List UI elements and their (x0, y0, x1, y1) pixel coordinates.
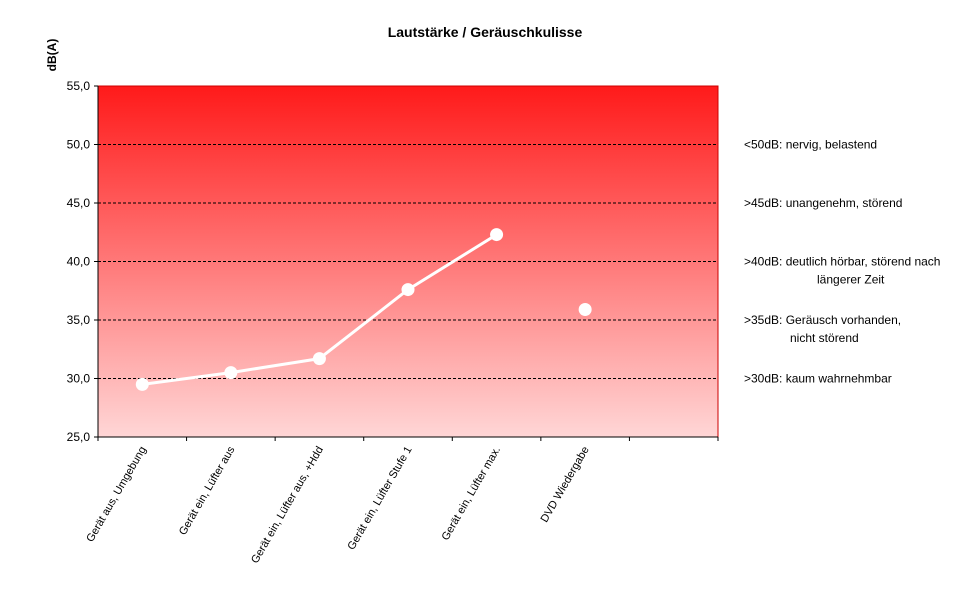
x-category-label: Gerät ein, Lüfter max. (440, 444, 504, 542)
y-tick-label: 40,0 (67, 255, 91, 269)
data-point (490, 228, 504, 242)
annotation-text: >45dB: unangenehm, störend (744, 196, 902, 210)
annotation-text: >40dB: deutlich hörbar, störend nach (744, 255, 940, 269)
annotation-text: nicht störend (790, 331, 859, 345)
x-category-label: Gerät ein, Lüfter aus, +Hdd (249, 445, 326, 566)
data-point (312, 352, 326, 366)
x-axis: Gerät aus, Umgebung Gerät ein, Lüfter aus… (84, 436, 719, 566)
annotation-text: >30dB: kaum wahrnehmbar (744, 372, 892, 386)
annotation-text: längerer Zeit (817, 273, 885, 287)
y-tick-label: 45,0 (67, 196, 91, 210)
y-axis: 25,0 30,0 35,0 40,0 45,0 50,0 55,0 (67, 79, 99, 444)
data-point (401, 283, 415, 297)
x-category-label: DVD Wiedergabe (539, 445, 592, 525)
series-group (135, 228, 592, 391)
y-tick-label: 50,0 (67, 138, 91, 152)
data-point (135, 377, 149, 391)
y-tick-label: 25,0 (67, 430, 91, 444)
x-category-label: Gerät ein, Lüfter aus (177, 444, 238, 537)
x-category-label: Gerät aus, Umgebung (84, 445, 149, 545)
chart-title: Lautstärke / Geräuschkulisse (388, 24, 583, 40)
data-point (224, 366, 238, 380)
y-axis-label: dB(A) (45, 39, 59, 72)
threshold-annotations: <50dB: nervig, belastend >45dB: unangeneh… (744, 138, 940, 386)
x-category-label: Gerät ein, Lüfter Stufe 1 (346, 445, 415, 553)
data-point (578, 302, 592, 316)
y-tick-label: 55,0 (67, 79, 91, 93)
y-tick-label: 35,0 (67, 313, 91, 327)
y-tick-label: 30,0 (67, 372, 91, 386)
gridlines (98, 144, 718, 379)
annotation-text: >35dB: Geräusch vorhanden, (744, 313, 901, 327)
annotation-text: <50dB: nervig, belastend (744, 138, 877, 152)
